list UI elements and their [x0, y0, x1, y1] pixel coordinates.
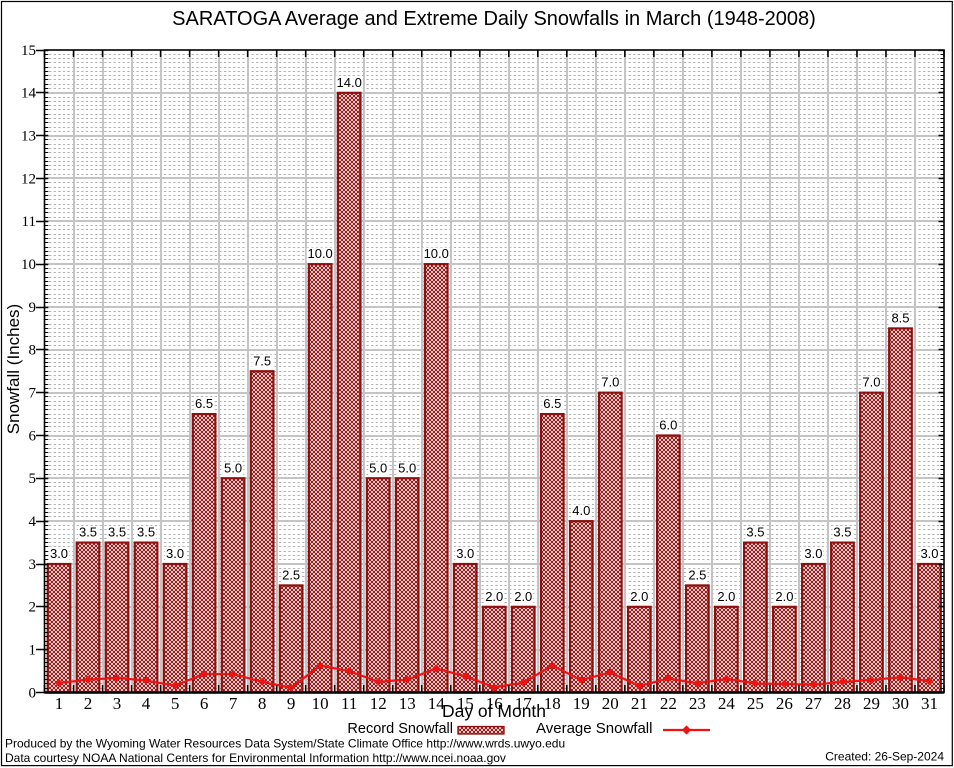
svg-text:6: 6 [29, 428, 37, 444]
svg-text:19: 19 [573, 694, 590, 713]
svg-text:7.0: 7.0 [862, 375, 880, 390]
svg-text:8.5: 8.5 [891, 310, 909, 325]
svg-text:15: 15 [21, 43, 36, 59]
svg-text:Data courtesy NOAA National Ce: Data courtesy NOAA National Centers for … [5, 751, 506, 765]
svg-text:10.0: 10.0 [307, 246, 332, 261]
svg-text:2: 2 [29, 600, 37, 616]
svg-text:8: 8 [258, 694, 267, 713]
svg-text:5: 5 [171, 694, 180, 713]
svg-text:6.0: 6.0 [659, 418, 677, 433]
svg-text:18: 18 [544, 694, 561, 713]
svg-text:7.5: 7.5 [253, 353, 271, 368]
svg-text:27: 27 [805, 694, 823, 713]
svg-text:10: 10 [312, 694, 329, 713]
svg-text:29: 29 [863, 694, 880, 713]
svg-text:15: 15 [457, 694, 474, 713]
svg-text:11: 11 [22, 214, 36, 230]
svg-text:4.0: 4.0 [572, 503, 590, 518]
svg-text:12: 12 [21, 171, 36, 187]
svg-text:21: 21 [631, 694, 648, 713]
svg-text:4: 4 [142, 694, 151, 713]
svg-text:23: 23 [689, 694, 706, 713]
svg-text:2.5: 2.5 [688, 567, 706, 582]
svg-text:17: 17 [515, 694, 533, 713]
svg-text:Day of Month: Day of Month [442, 701, 546, 721]
svg-text:30: 30 [892, 694, 909, 713]
svg-text:2: 2 [84, 694, 93, 713]
svg-text:3.5: 3.5 [137, 525, 155, 540]
svg-text:3: 3 [113, 694, 122, 713]
svg-text:3.5: 3.5 [746, 525, 764, 540]
svg-text:7: 7 [229, 694, 238, 713]
svg-text:22: 22 [660, 694, 677, 713]
svg-text:11: 11 [341, 694, 357, 713]
svg-text:3.0: 3.0 [456, 546, 474, 561]
svg-text:20: 20 [602, 694, 619, 713]
svg-text:28: 28 [834, 694, 851, 713]
svg-text:9: 9 [287, 694, 296, 713]
svg-text:2.5: 2.5 [282, 567, 300, 582]
svg-text:31: 31 [921, 694, 938, 713]
svg-text:3.0: 3.0 [50, 546, 68, 561]
svg-text:2.0: 2.0 [514, 589, 532, 604]
svg-text:5.0: 5.0 [398, 460, 416, 475]
svg-text:2.0: 2.0 [630, 589, 648, 604]
svg-text:13: 13 [21, 128, 36, 144]
svg-text:Snowfall (Inches): Snowfall (Inches) [4, 304, 23, 434]
svg-text:5.0: 5.0 [224, 460, 242, 475]
svg-text:3.5: 3.5 [79, 525, 97, 540]
svg-text:1: 1 [55, 694, 64, 713]
svg-text:9: 9 [29, 300, 37, 316]
svg-text:7: 7 [29, 385, 37, 401]
svg-text:8: 8 [29, 343, 37, 359]
svg-text:26: 26 [776, 694, 793, 713]
svg-text:16: 16 [486, 694, 503, 713]
svg-text:12: 12 [370, 694, 387, 713]
svg-text:14: 14 [21, 86, 37, 102]
svg-text:Record Snowfall: Record Snowfall [347, 721, 453, 737]
svg-text:Created: 26-Sep-2024: Created: 26-Sep-2024 [825, 750, 944, 764]
svg-text:13: 13 [399, 694, 416, 713]
svg-text:5: 5 [29, 471, 37, 487]
svg-text:3.5: 3.5 [833, 525, 851, 540]
svg-text:2.0: 2.0 [717, 589, 735, 604]
svg-text:6.5: 6.5 [543, 396, 561, 411]
svg-text:10.0: 10.0 [424, 246, 449, 261]
svg-text:3: 3 [29, 557, 37, 573]
svg-text:3.5: 3.5 [108, 525, 126, 540]
svg-text:14: 14 [428, 694, 446, 713]
svg-text:4: 4 [29, 514, 37, 530]
svg-text:5.0: 5.0 [369, 460, 387, 475]
svg-text:3.0: 3.0 [166, 546, 184, 561]
svg-text:7.0: 7.0 [601, 375, 619, 390]
svg-text:14.0: 14.0 [337, 75, 362, 90]
svg-text:2.0: 2.0 [775, 589, 793, 604]
svg-text:Average Snowfall: Average Snowfall [536, 720, 652, 737]
svg-text:24: 24 [718, 694, 736, 713]
svg-text:10: 10 [21, 257, 36, 273]
svg-text:0: 0 [29, 685, 37, 701]
svg-text:2.0: 2.0 [485, 589, 503, 604]
svg-text:3.0: 3.0 [804, 546, 822, 561]
svg-text:3.0: 3.0 [920, 546, 938, 561]
svg-text:SARATOGA Average and Extreme D: SARATOGA Average and Extreme Daily Snowf… [172, 8, 816, 30]
svg-text:25: 25 [747, 694, 764, 713]
svg-text:1: 1 [29, 642, 37, 658]
svg-text:6.5: 6.5 [195, 396, 213, 411]
svg-text:6: 6 [200, 694, 209, 713]
svg-text:Produced by the Wyoming Water: Produced by the Wyoming Water Resources … [5, 737, 565, 751]
